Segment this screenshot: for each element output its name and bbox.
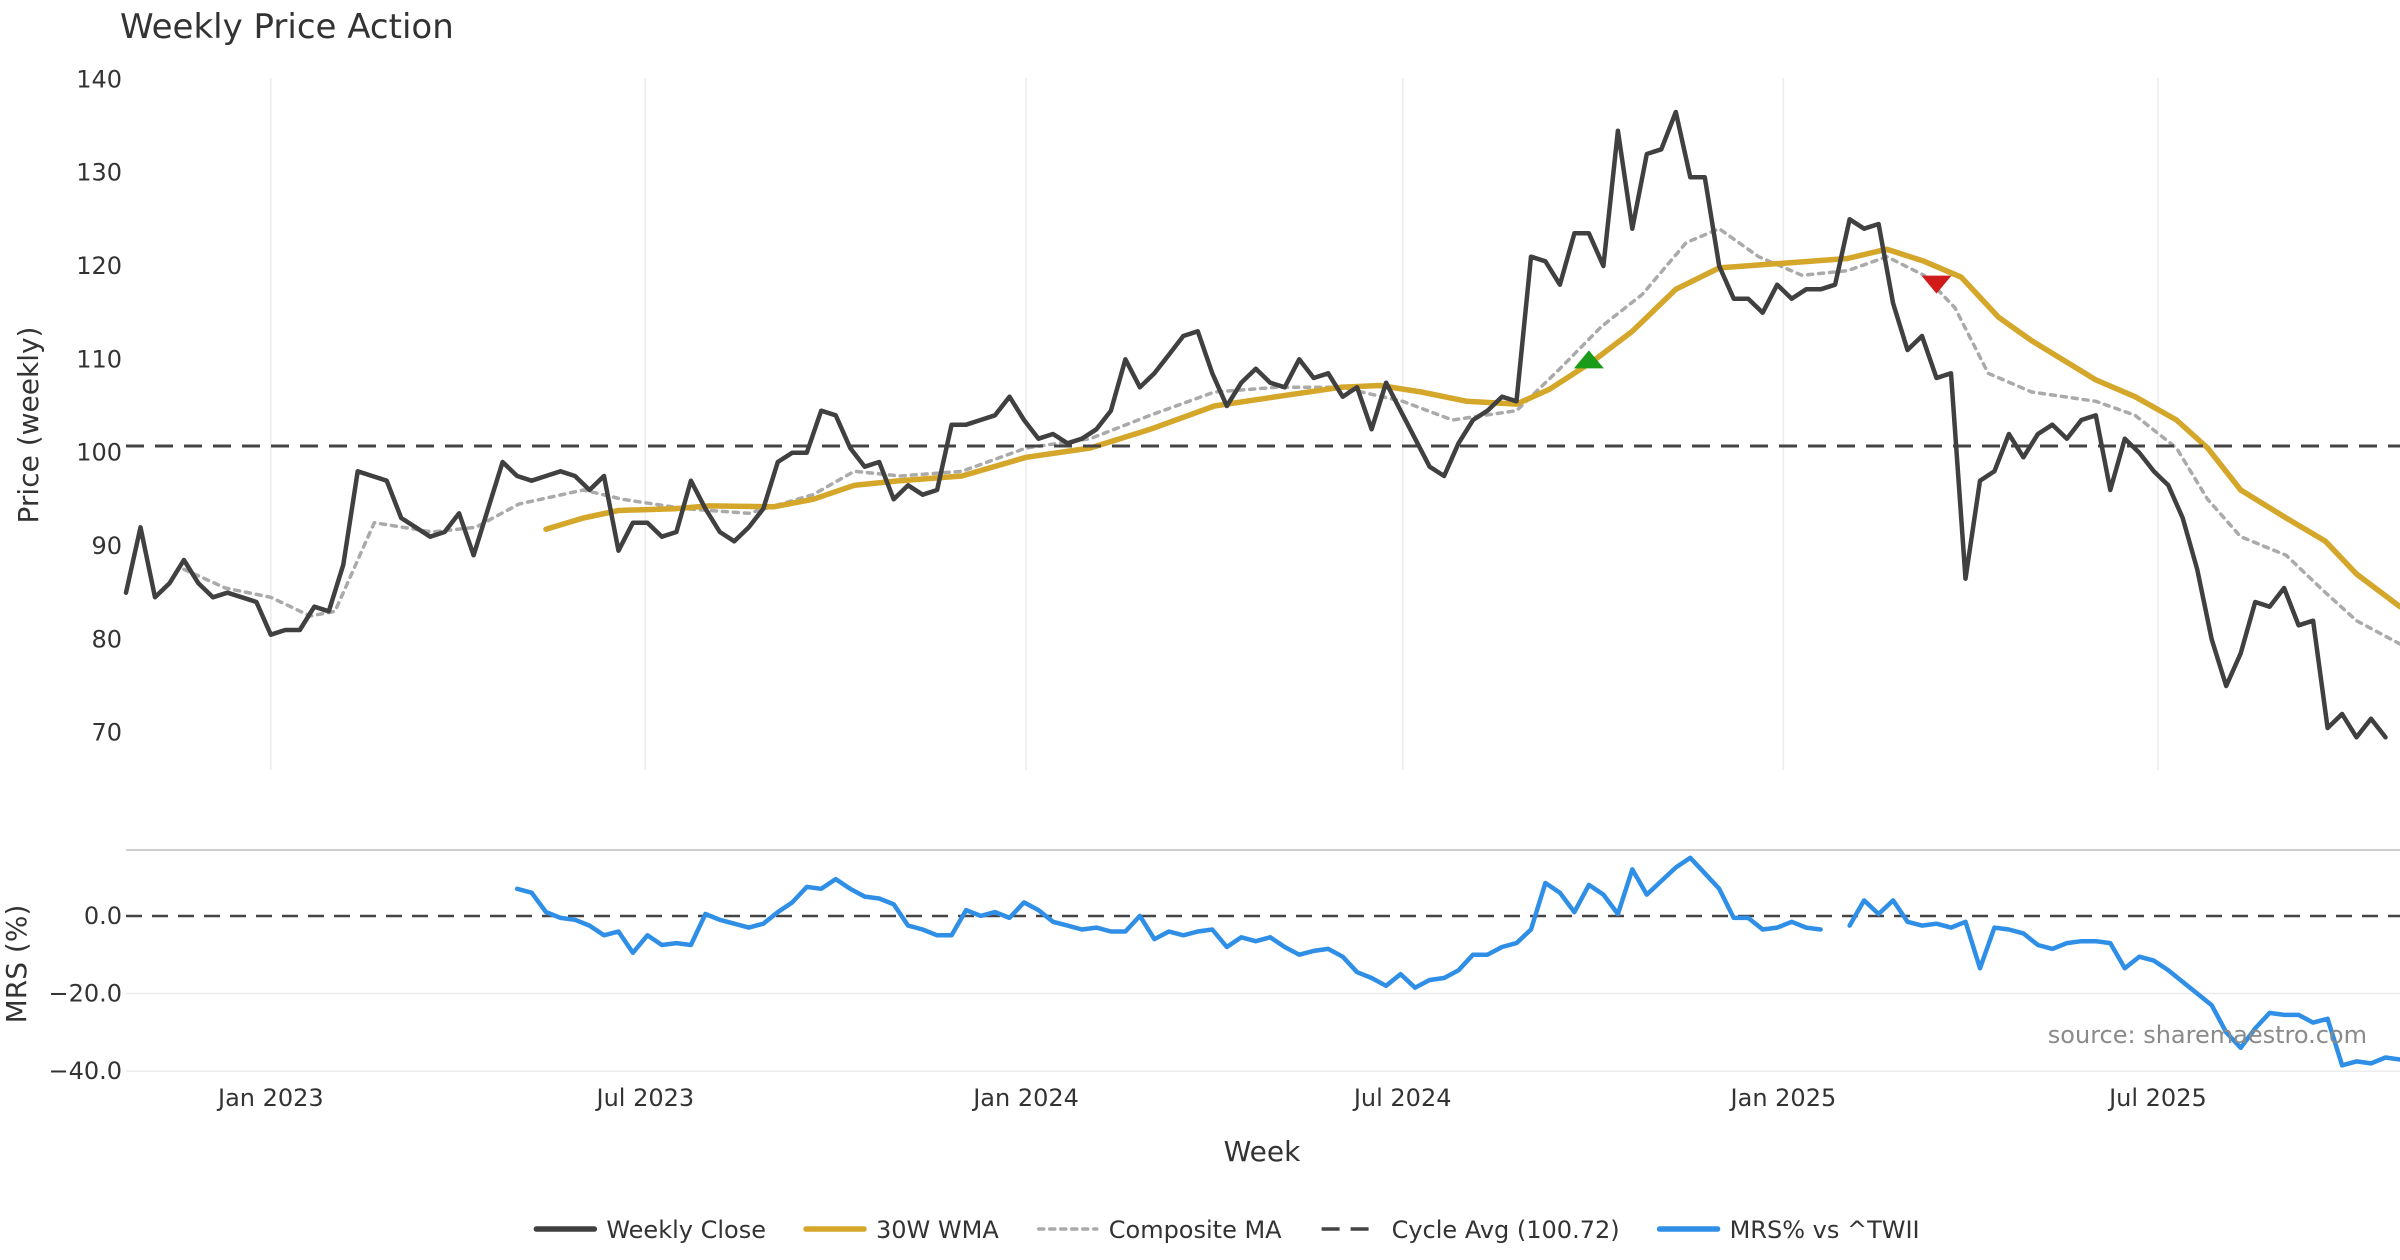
x-axis: Jan 2023 Jul 2023 Jan 2024 Jul 2024 Jan 2025… (216, 1084, 2207, 1112)
series-mrs-vs-twii (1847, 898, 2400, 1068)
price-panel: 70 80 90 100 110 120 130 140 (76, 65, 2400, 770)
legend-label: Weekly Close (606, 1216, 766, 1244)
legend-label: Composite MA (1109, 1216, 1282, 1244)
legend-label: 30W WMA (876, 1216, 999, 1244)
legend-label: MRS% vs ^TWII (1730, 1216, 1920, 1244)
legend-label: Cycle Avg (100.72) (1392, 1216, 1620, 1244)
chart-title: Weekly Price Action (120, 7, 454, 47)
price-tick-label: 140 (76, 65, 122, 93)
series-mrs-vs-twii (514, 855, 1823, 990)
price-tick-label: 130 (76, 159, 122, 187)
price-tick-label: 100 (76, 439, 122, 467)
mrs-tick-label: −20.0 (48, 980, 122, 1008)
price-tick-label: 90 (91, 532, 122, 560)
sell-signal-marker (1921, 275, 1952, 294)
price-tick-label: 120 (76, 252, 122, 280)
price-tick-label: 80 (91, 625, 122, 653)
mrs-tick-label: 0.0 (84, 902, 122, 930)
x-axis-title: Week (1224, 1135, 1301, 1168)
x-tick-label: Jul 2024 (1352, 1084, 1452, 1112)
x-tick-label: Jan 2025 (1729, 1084, 1837, 1112)
buy-signal-marker (1573, 350, 1604, 369)
mrs-tick-label: −40.0 (48, 1057, 122, 1085)
series-30w-wma (543, 246, 2400, 610)
mrs-axis-title: MRS (%) (0, 905, 33, 1024)
x-tick-label: Jul 2023 (595, 1084, 695, 1112)
x-tick-label: Jan 2024 (971, 1084, 1079, 1112)
series-composite-ma (182, 226, 2400, 646)
price-axis-title: Price (weekly) (12, 327, 45, 524)
series-weekly-close (123, 109, 2388, 740)
x-tick-label: Jan 2023 (216, 1084, 324, 1112)
source-label: source: sharemaestro.com (2048, 1021, 2367, 1049)
price-tick-label: 70 (91, 719, 122, 747)
price-tick-label: 110 (76, 345, 122, 373)
x-tick-label: Jul 2025 (2107, 1084, 2207, 1112)
mrs-panel: 0.0 −20.0 −40.0 (48, 849, 2400, 1085)
legend: Weekly Close 30W WMA Composite MA Cycle Avg… (533, 1216, 1920, 1244)
